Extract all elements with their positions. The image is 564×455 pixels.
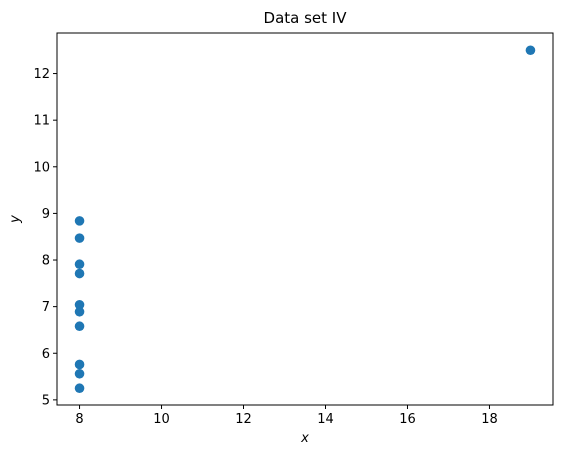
data-point [74,299,85,310]
data-point [74,368,85,379]
data-point [74,383,85,394]
plot-area [56,32,554,406]
x-tick-label: 8 [75,412,83,427]
x-tick-label: 16 [399,412,416,427]
data-point [74,216,85,226]
y-tick-label: 12 [33,67,50,82]
y-tick-label: 10 [33,160,50,175]
x-axis: 8 10 12 14 16 18 [75,405,498,427]
x-axis-label: x [300,431,309,446]
data-points [74,45,536,394]
y-tick-label: 6 [42,347,50,362]
x-tick-label: 10 [153,412,170,427]
x-tick-label: 12 [235,412,252,427]
y-tick-label: 11 [33,114,50,129]
x-tick-label: 14 [317,412,334,427]
data-point [74,306,85,317]
y-axis-label: y [8,215,23,224]
data-point [74,359,85,370]
data-point [74,268,85,279]
chart-title: Data set IV [264,9,348,27]
y-axis: 5 6 7 8 9 10 11 12 [33,67,57,408]
y-tick-label: 8 [42,254,50,269]
data-point [74,321,85,332]
data-point [74,259,85,270]
y-tick-label: 9 [42,207,50,222]
data-point [74,233,85,243]
y-tick-label: 7 [42,300,50,315]
x-tick-label: 18 [481,412,498,427]
data-point [525,45,536,56]
y-tick-label: 5 [42,393,50,408]
